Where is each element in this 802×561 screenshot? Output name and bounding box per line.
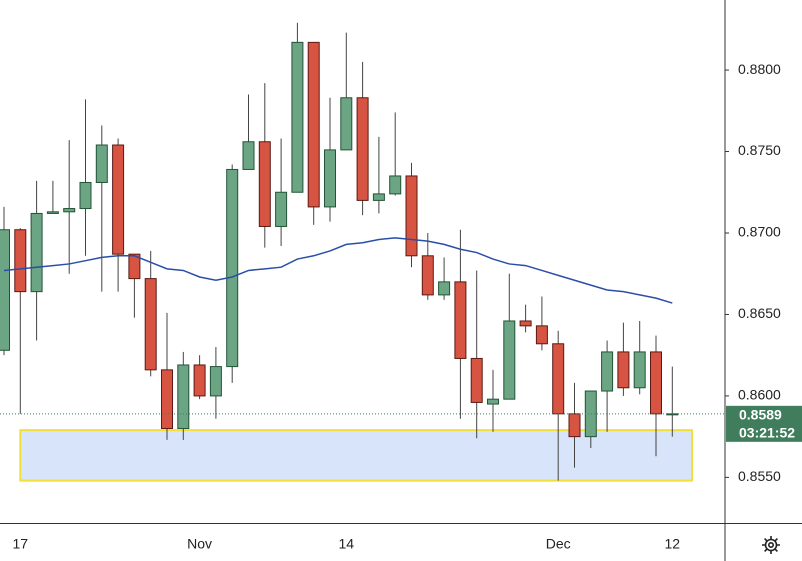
y-tick-label: 0.8600 bbox=[738, 387, 781, 403]
candle-body bbox=[340, 97, 353, 151]
candle-body bbox=[601, 351, 614, 392]
candle-body bbox=[242, 141, 255, 170]
candle-body bbox=[144, 278, 157, 371]
candle-body bbox=[46, 211, 59, 214]
candle-body bbox=[487, 398, 499, 405]
candle-body bbox=[30, 212, 43, 293]
candle-body bbox=[633, 351, 646, 389]
candle-body bbox=[95, 144, 108, 183]
moving-average bbox=[3, 237, 673, 304]
candle-body bbox=[226, 168, 239, 368]
candle-body bbox=[470, 357, 483, 403]
last-price-label: 0.8589 bbox=[739, 407, 782, 423]
y-tick-label: 0.8800 bbox=[738, 61, 781, 77]
candle-body bbox=[275, 191, 288, 227]
x-tick-label: 14 bbox=[339, 536, 355, 552]
candle-body bbox=[389, 175, 402, 195]
y-tick-label: 0.8550 bbox=[738, 468, 781, 484]
candle-body bbox=[617, 351, 630, 389]
candle-body bbox=[193, 364, 206, 397]
candle-body bbox=[112, 144, 125, 255]
candle-body bbox=[258, 141, 271, 227]
candle-body bbox=[519, 320, 532, 327]
x-tick-label: 17 bbox=[13, 536, 29, 552]
candle-body bbox=[438, 281, 451, 296]
candle-body bbox=[421, 255, 434, 296]
candle-body bbox=[650, 351, 662, 415]
x-tick-label: Dec bbox=[546, 536, 571, 552]
candle-body bbox=[552, 343, 565, 415]
candle-body bbox=[503, 320, 516, 400]
candle-body bbox=[128, 253, 141, 280]
candle-body bbox=[307, 41, 320, 208]
candle-body bbox=[291, 41, 304, 193]
support-zone bbox=[19, 429, 694, 482]
candle-body bbox=[454, 281, 467, 359]
y-tick-label: 0.8700 bbox=[738, 224, 781, 240]
candle-body bbox=[209, 366, 222, 397]
y-tick-label: 0.8750 bbox=[738, 142, 781, 158]
candle-body bbox=[79, 181, 92, 210]
last-price-box bbox=[726, 405, 802, 442]
candle-body bbox=[324, 149, 336, 208]
candle-body bbox=[535, 325, 548, 345]
candle-body bbox=[356, 97, 369, 201]
countdown-label: 03:21:52 bbox=[739, 425, 795, 441]
candle-body bbox=[63, 208, 76, 213]
candle-body bbox=[372, 193, 385, 201]
candle-body bbox=[14, 229, 27, 293]
candle-body bbox=[568, 413, 581, 438]
candle-body bbox=[161, 369, 173, 430]
plot-area bbox=[0, 22, 725, 482]
y-tick-label: 0.8650 bbox=[738, 305, 781, 321]
x-tick-label: 12 bbox=[665, 536, 681, 552]
settings-icon[interactable] bbox=[762, 536, 780, 554]
x-tick-label: Nov bbox=[187, 536, 212, 552]
candle-body bbox=[177, 364, 190, 430]
candle-body bbox=[405, 175, 418, 257]
candle-body bbox=[0, 229, 10, 351]
